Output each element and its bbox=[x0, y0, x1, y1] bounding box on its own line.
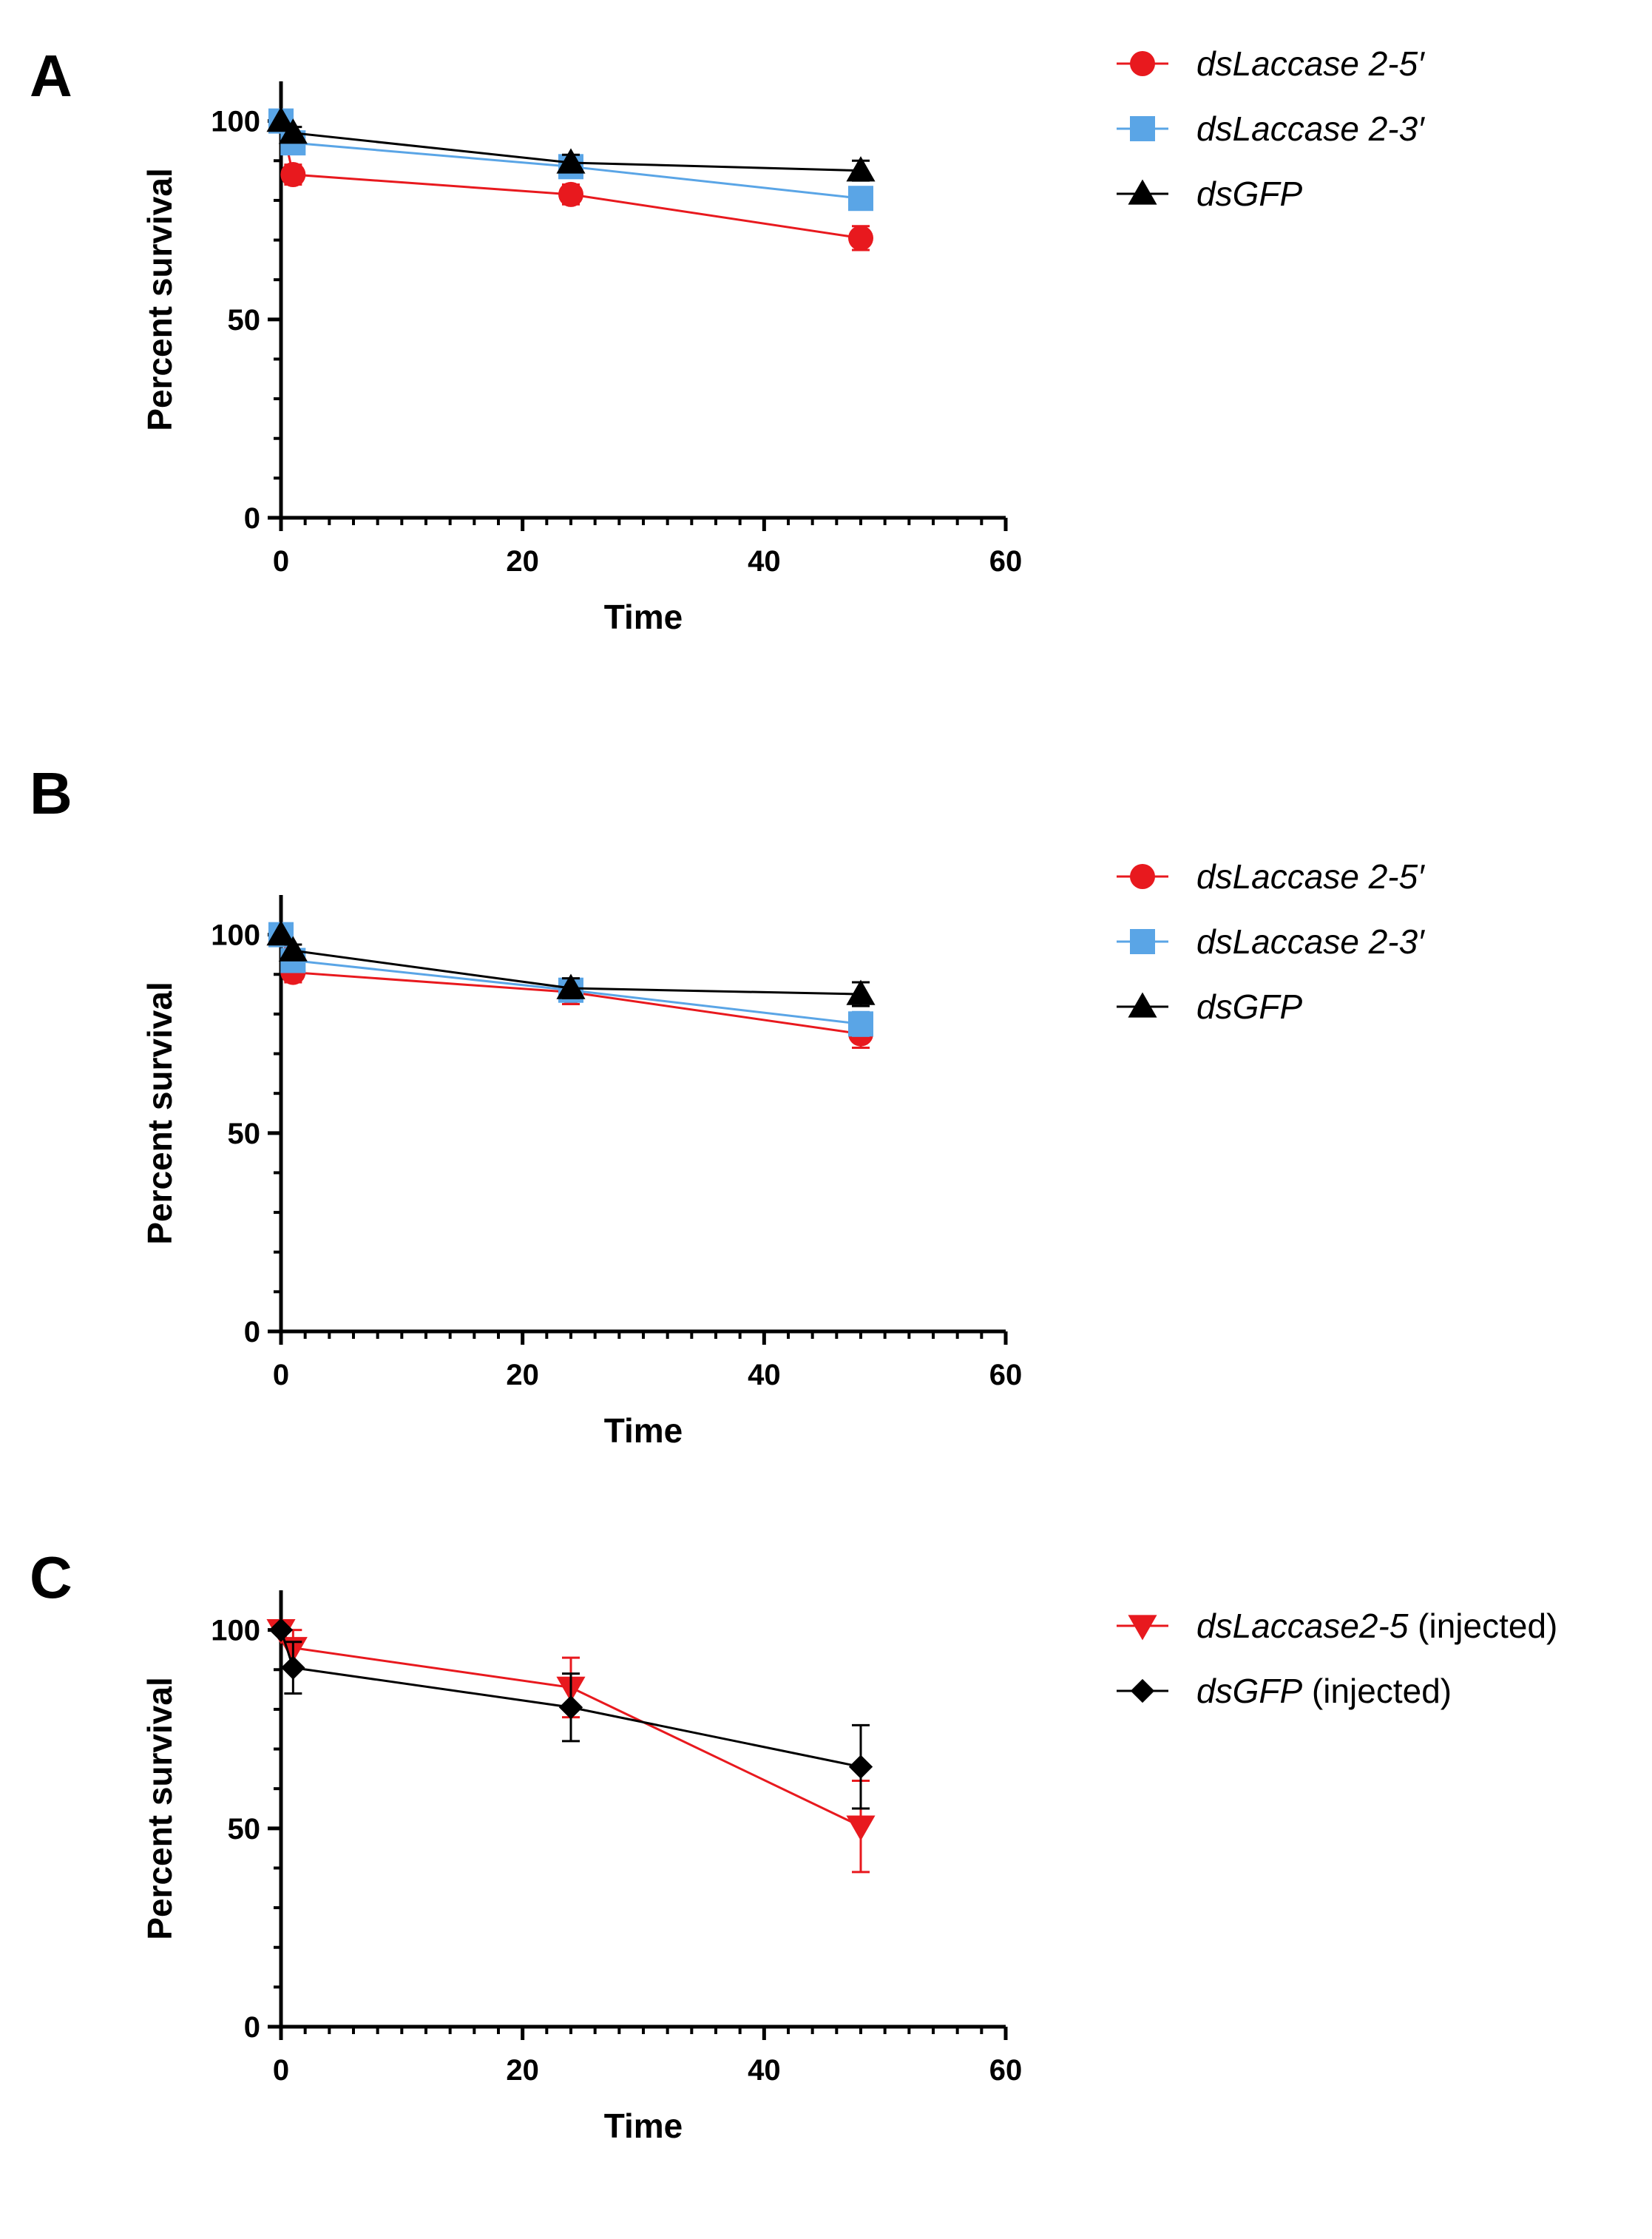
legend-item: dsLaccase 2-5′ bbox=[1117, 44, 1425, 83]
x-axis-title: Time bbox=[604, 598, 683, 636]
y-tick-label: 50 bbox=[228, 1118, 261, 1150]
series-0 bbox=[266, 1619, 875, 1872]
data-point bbox=[846, 156, 875, 181]
legend-swatch-marker bbox=[1130, 116, 1155, 141]
legend-label: dsLaccase 2-3′ bbox=[1196, 922, 1425, 961]
legend-item: dsLaccase 2-5′ bbox=[1117, 857, 1425, 896]
panel-label: B bbox=[30, 760, 72, 826]
y-tick-label: 0 bbox=[244, 2011, 260, 2044]
legend-label: dsLaccase 2-5′ bbox=[1196, 44, 1425, 83]
legend-swatch-marker bbox=[1128, 179, 1157, 204]
legend-swatch-marker bbox=[1128, 992, 1157, 1017]
panel-a: A 0 50 100 0 20 40 60 Time Percent survival dsLacc… bbox=[30, 43, 1425, 636]
series-line bbox=[281, 121, 861, 238]
panel-label: C bbox=[30, 1544, 72, 1610]
x-tick-label: 0 bbox=[273, 1359, 289, 1391]
x-tick-label: 40 bbox=[748, 545, 781, 578]
y-tick-label: 50 bbox=[228, 304, 261, 337]
legend: dsLaccase 2-5′ dsLaccase 2-3′ dsGFP bbox=[1117, 857, 1425, 1026]
legend: dsLaccase 2-5′ dsLaccase 2-3′ dsGFP bbox=[1117, 44, 1425, 213]
data-point bbox=[848, 1011, 873, 1036]
data-point bbox=[846, 1815, 875, 1840]
panel-c: C 0 50 100 0 20 40 60 Time Percent survival dsLacc… bbox=[30, 1544, 1557, 2145]
legend-item: dsGFP bbox=[1117, 987, 1302, 1026]
legend-swatch-marker bbox=[1130, 864, 1155, 889]
legend-label: dsGFP bbox=[1196, 987, 1302, 1026]
legend-item: dsGFP bbox=[1117, 175, 1302, 213]
x-tick-label: 60 bbox=[989, 1359, 1023, 1391]
x-tick-label: 20 bbox=[506, 545, 539, 578]
legend: dsLaccase2-5 (injected) dsGFP (injected) bbox=[1117, 1607, 1557, 1710]
legend-label: dsLaccase2-5 (injected) bbox=[1196, 1607, 1557, 1645]
x-tick-label: 0 bbox=[273, 545, 289, 578]
legend-label: dsLaccase 2-5′ bbox=[1196, 857, 1425, 896]
series-2 bbox=[266, 107, 875, 181]
y-tick-label: 100 bbox=[211, 1615, 260, 1647]
figure: A 0 50 100 0 20 40 60 Time Percent survival dsLacc… bbox=[0, 0, 1652, 2239]
data-point bbox=[558, 182, 583, 207]
data-point bbox=[281, 1655, 305, 1679]
y-axis-title: Percent survival bbox=[141, 982, 179, 1244]
legend-item: dsLaccase 2-3′ bbox=[1117, 922, 1425, 961]
x-axis-title: Time bbox=[604, 2107, 683, 2145]
x-tick-label: 20 bbox=[506, 1359, 539, 1391]
legend-swatch-marker bbox=[1131, 1679, 1154, 1703]
y-tick-label: 100 bbox=[211, 919, 260, 952]
legend-label: dsGFP bbox=[1196, 175, 1302, 213]
x-tick-label: 60 bbox=[989, 2054, 1023, 2087]
legend-label: dsGFP (injected) bbox=[1196, 1672, 1452, 1710]
x-tick-label: 20 bbox=[506, 2054, 539, 2087]
data-point bbox=[848, 186, 873, 211]
series-1 bbox=[269, 1618, 873, 1809]
panel-label: A bbox=[30, 43, 72, 109]
y-tick-label: 50 bbox=[228, 1813, 261, 1845]
legend-label: dsLaccase 2-3′ bbox=[1196, 109, 1425, 148]
y-axis-title: Percent survival bbox=[141, 168, 179, 430]
y-axis-title: Percent survival bbox=[141, 1677, 179, 1939]
y-tick-label: 100 bbox=[211, 106, 260, 138]
y-tick-label: 0 bbox=[244, 1316, 260, 1348]
data-point bbox=[846, 980, 875, 1005]
x-tick-label: 60 bbox=[989, 545, 1023, 578]
series-2 bbox=[266, 920, 875, 1006]
legend-swatch-marker bbox=[1130, 51, 1155, 76]
data-point bbox=[849, 1755, 873, 1779]
legend-item: dsLaccase 2-3′ bbox=[1117, 109, 1425, 148]
y-tick-label: 0 bbox=[244, 502, 260, 535]
x-tick-label: 40 bbox=[748, 2054, 781, 2087]
legend-swatch-marker bbox=[1130, 929, 1155, 954]
data-point bbox=[280, 162, 305, 187]
data-point bbox=[848, 226, 873, 251]
legend-item: dsGFP (injected) bbox=[1117, 1672, 1452, 1710]
series-0 bbox=[268, 109, 873, 251]
x-tick-label: 40 bbox=[748, 1359, 781, 1391]
panel-b: B 0 50 100 0 20 40 60 Time Percent survival dsLacc… bbox=[30, 760, 1425, 1450]
x-tick-label: 0 bbox=[273, 2054, 289, 2087]
legend-item: dsLaccase2-5 (injected) bbox=[1117, 1607, 1557, 1645]
x-axis-title: Time bbox=[604, 1411, 683, 1450]
legend-swatch-marker bbox=[1128, 1615, 1157, 1640]
data-point bbox=[559, 1695, 583, 1719]
